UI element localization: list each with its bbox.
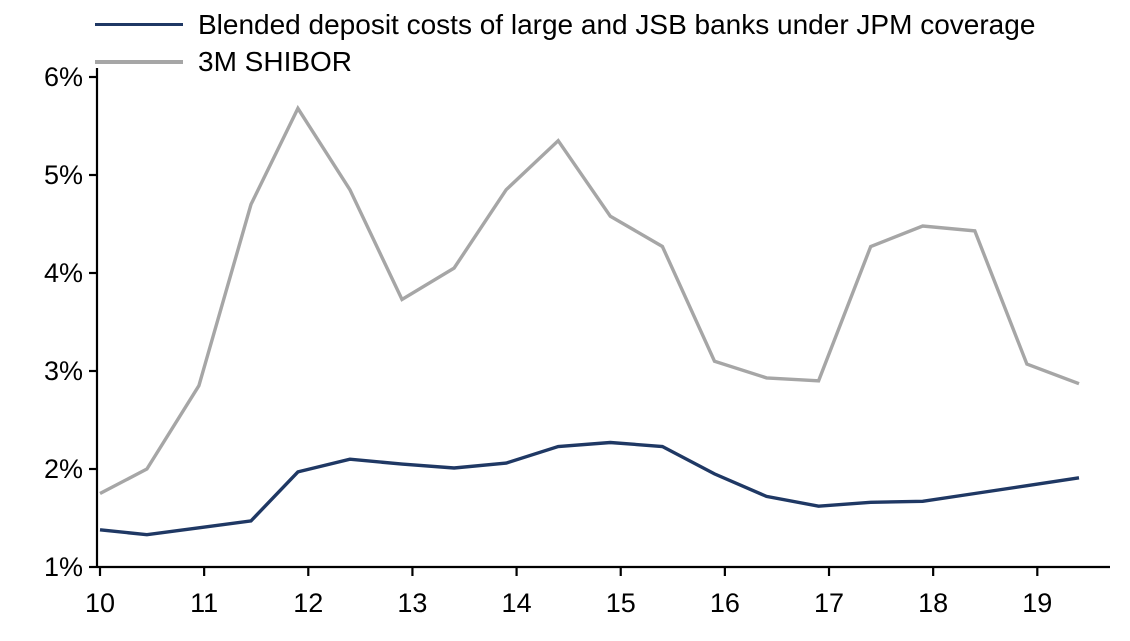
legend-item-deposit-costs: Blended deposit costs of large and JSB b…	[95, 6, 1035, 43]
x-tick-label: 16	[710, 588, 740, 618]
series-line-1	[99, 104, 1080, 496]
x-tick-label: 18	[918, 588, 948, 618]
x-tick-label: 14	[502, 588, 532, 618]
y-tick-label: 1%	[44, 552, 83, 582]
x-tick-label: 10	[85, 588, 115, 618]
series-line-0	[99, 440, 1080, 537]
legend: Blended deposit costs of large and JSB b…	[95, 6, 1035, 80]
legend-line-swatch-3m-shibor	[95, 59, 183, 64]
x-tick-label: 11	[190, 588, 218, 618]
y-tick-label: 6%	[44, 62, 83, 92]
x-tick-label: 13	[397, 588, 427, 618]
y-tick-label: 4%	[44, 258, 83, 288]
legend-label-deposit-costs: Blended deposit costs of large and JSB b…	[198, 8, 1036, 40]
legend-label-3m-shibor: 3M SHIBOR	[198, 45, 353, 77]
x-tick-label: 15	[606, 588, 636, 618]
legend-line-swatch-deposit-costs	[95, 23, 183, 26]
x-tick-label: 19	[1022, 588, 1052, 618]
legend-item-3m-shibor: 3M SHIBOR	[95, 43, 1035, 80]
x-tick-label: 12	[293, 588, 323, 618]
y-tick-label: 5%	[44, 160, 83, 190]
y-tick-label: 3%	[44, 356, 83, 386]
x-tick-label: 17	[814, 588, 844, 618]
y-tick-label: 2%	[44, 454, 83, 484]
